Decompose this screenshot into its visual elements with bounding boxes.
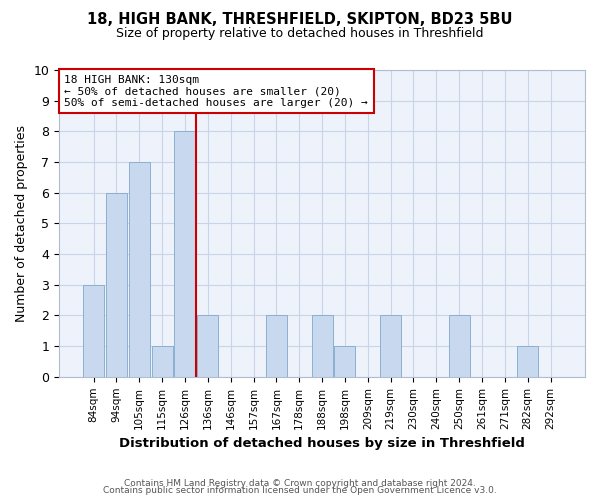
Bar: [334, 346, 355, 377]
Bar: [197, 316, 218, 377]
Text: Contains HM Land Registry data © Crown copyright and database right 2024.: Contains HM Land Registry data © Crown c…: [124, 478, 476, 488]
X-axis label: Distribution of detached houses by size in Threshfield: Distribution of detached houses by size …: [119, 437, 525, 450]
Text: 18 HIGH BANK: 130sqm
← 50% of detached houses are smaller (20)
50% of semi-detac: 18 HIGH BANK: 130sqm ← 50% of detached h…: [64, 74, 368, 108]
Bar: [517, 346, 538, 377]
Bar: [83, 285, 104, 377]
Bar: [311, 316, 332, 377]
Bar: [266, 316, 287, 377]
Bar: [380, 316, 401, 377]
Bar: [152, 346, 173, 377]
Bar: [449, 316, 470, 377]
Text: Contains public sector information licensed under the Open Government Licence v3: Contains public sector information licen…: [103, 486, 497, 495]
Bar: [175, 132, 196, 377]
Text: Size of property relative to detached houses in Threshfield: Size of property relative to detached ho…: [116, 28, 484, 40]
Bar: [129, 162, 150, 377]
Text: 18, HIGH BANK, THRESHFIELD, SKIPTON, BD23 5BU: 18, HIGH BANK, THRESHFIELD, SKIPTON, BD2…: [87, 12, 513, 28]
Y-axis label: Number of detached properties: Number of detached properties: [15, 125, 28, 322]
Bar: [106, 192, 127, 377]
